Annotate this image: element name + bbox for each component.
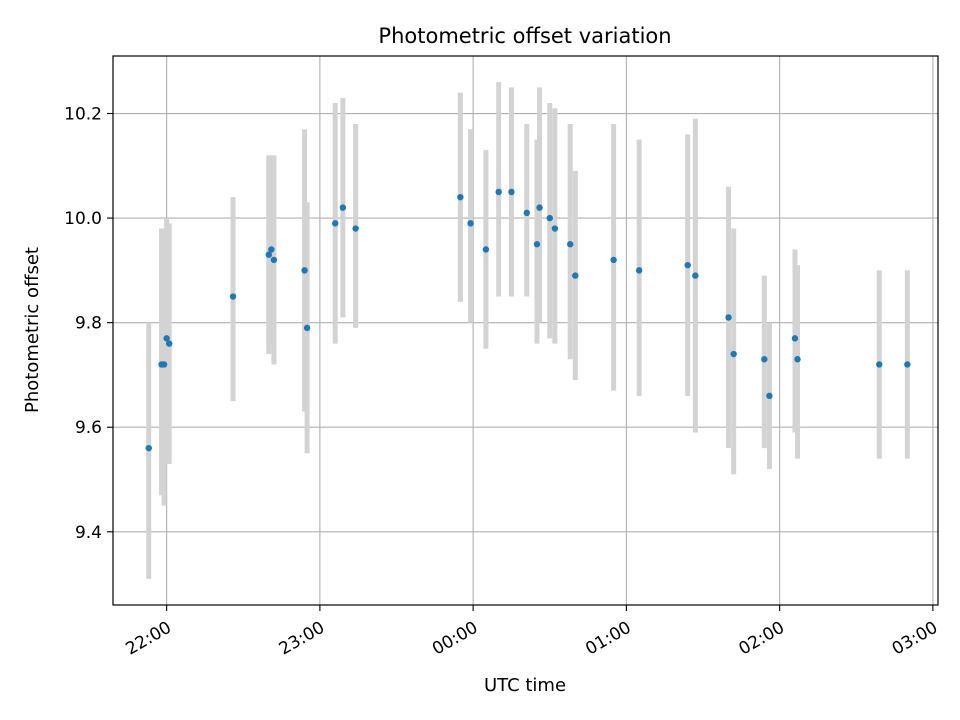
data-point <box>546 214 553 222</box>
data-point <box>303 324 311 332</box>
data-point <box>467 220 474 227</box>
data-point <box>508 188 515 196</box>
data-point <box>533 241 541 248</box>
data-point <box>332 220 339 227</box>
data-point <box>876 361 883 368</box>
data-point <box>165 340 173 347</box>
data-point <box>794 356 801 363</box>
data-point <box>766 392 773 400</box>
data-point <box>268 246 275 253</box>
y-axis-title: Photometric offset <box>22 247 43 413</box>
data-point <box>482 246 490 253</box>
data-point <box>551 225 559 232</box>
data-point <box>761 356 768 363</box>
data-point <box>791 335 799 342</box>
plot-frame <box>112 55 939 606</box>
data-point <box>684 261 691 269</box>
data-point <box>457 193 464 201</box>
data-point <box>495 188 502 196</box>
data-point <box>523 209 530 217</box>
chart-title: Photometric offset variation <box>378 24 671 48</box>
y-tick-label: 10.0 <box>64 209 102 229</box>
y-tick-label: 9.6 <box>75 418 102 438</box>
y-tick-label: 10.2 <box>64 105 102 125</box>
data-point <box>610 256 617 264</box>
y-tick-label: 9.8 <box>75 314 102 334</box>
data-point <box>904 361 911 368</box>
data-point <box>730 350 737 358</box>
vertical-gridlines <box>166 56 934 605</box>
data-point <box>725 314 732 321</box>
data-point <box>352 225 359 232</box>
y-tick-label: 9.4 <box>75 523 102 543</box>
data-point <box>229 293 237 300</box>
data-point <box>145 444 152 452</box>
data-point <box>635 267 643 274</box>
data-point <box>572 272 579 279</box>
y-axis-ticks: 9.4 9.6 9.8 10.0 10.2 <box>64 105 113 543</box>
data-point <box>163 335 170 342</box>
data-point <box>265 251 273 258</box>
data-point <box>536 204 543 211</box>
data-point <box>270 256 278 264</box>
data-point <box>692 272 699 279</box>
data-point <box>160 361 168 368</box>
data-point <box>301 267 308 274</box>
data-point <box>339 204 347 211</box>
horizontal-gridlines <box>113 112 938 533</box>
data-point <box>566 241 574 248</box>
data-points <box>145 188 911 452</box>
x-axis-title: UTC time <box>484 675 566 696</box>
